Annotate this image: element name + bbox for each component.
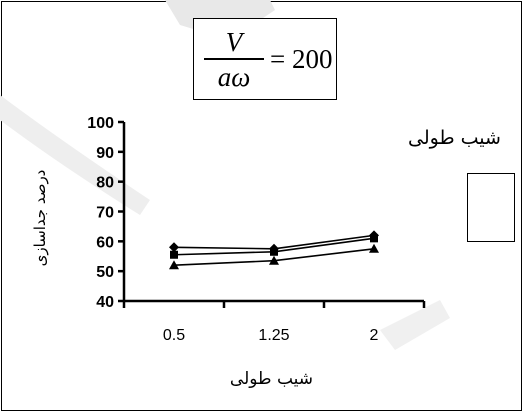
y-tick-label: 100 [87,115,114,132]
data-point [270,247,278,256]
x-tick-label: 1.25 [258,327,289,344]
legend-box [467,173,515,242]
formula-box: V aω = 200 [193,18,337,100]
data-point [169,242,179,253]
fraction-numerator: V [225,27,243,57]
y-tick-label: 90 [96,145,114,162]
y-axis-label: درصد جداسازی [31,169,49,267]
formula-equals: = 200 [270,44,333,74]
y-tick-label: 50 [96,264,114,281]
y-tick-label: 60 [96,234,114,251]
data-point [269,255,279,265]
data-point [170,250,178,259]
x-axis-label: شیب طولی [229,369,314,389]
y-tick-label: 80 [96,175,114,192]
data-point [169,260,179,270]
fraction: V aω [204,28,264,91]
legend-title: شیب طولی [408,127,501,149]
fraction-denominator: aω [217,62,251,92]
data-point [370,234,378,243]
x-tick-label: 2 [370,327,379,344]
x-tick-label: 0.5 [163,327,185,344]
y-tick-label: 70 [96,205,114,222]
fraction-bar [204,58,264,60]
y-tick-label: 40 [96,294,114,311]
data-point [369,243,379,253]
